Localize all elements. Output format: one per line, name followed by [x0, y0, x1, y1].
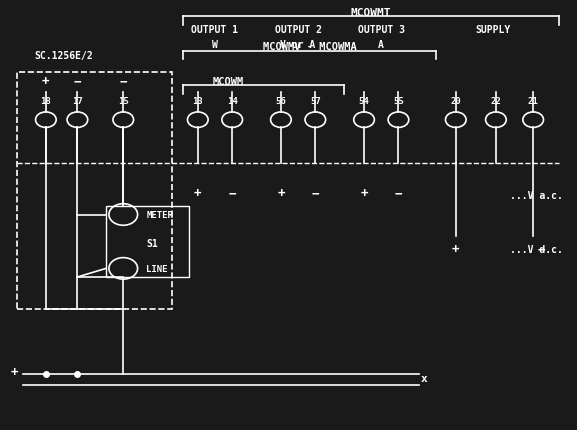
Text: V or A: V or A	[280, 40, 316, 50]
Text: −: −	[119, 75, 127, 88]
Text: +: +	[10, 366, 18, 378]
Text: MCOWM: MCOWM	[212, 77, 243, 87]
Text: MCOWMT: MCOWMT	[351, 8, 391, 18]
Text: 56: 56	[276, 97, 286, 105]
Text: +: +	[194, 187, 201, 200]
Text: x: x	[421, 373, 428, 384]
Text: 20: 20	[451, 97, 461, 105]
Text: 18: 18	[40, 97, 51, 105]
Text: ...V d.c.: ...V d.c.	[510, 244, 563, 255]
Text: +: +	[277, 187, 284, 200]
Text: 54: 54	[359, 97, 369, 105]
Text: 21: 21	[528, 97, 538, 105]
Text: ...V a.c.: ...V a.c.	[510, 190, 563, 201]
Text: OUTPUT 1: OUTPUT 1	[192, 25, 238, 35]
Text: −: −	[538, 243, 545, 256]
Text: W: W	[212, 40, 218, 50]
Text: 14: 14	[227, 97, 238, 105]
Text: METER: METER	[146, 211, 173, 219]
Text: SUPPLY: SUPPLY	[475, 25, 511, 35]
Text: 17: 17	[72, 97, 83, 105]
Text: −: −	[395, 187, 402, 200]
Text: SC.1256E/2: SC.1256E/2	[35, 51, 93, 61]
Text: 22: 22	[490, 97, 501, 105]
Text: −: −	[228, 187, 236, 200]
Text: −: −	[74, 75, 81, 88]
Text: +: +	[360, 187, 368, 200]
Text: 13: 13	[192, 97, 203, 105]
Text: 55: 55	[393, 97, 404, 105]
Text: A: A	[379, 40, 384, 50]
Text: S1: S1	[146, 238, 158, 248]
Text: 57: 57	[310, 97, 321, 105]
Text: OUTPUT 2: OUTPUT 2	[275, 25, 321, 35]
Text: LINE: LINE	[146, 264, 168, 273]
Text: +: +	[452, 243, 459, 256]
Text: −: −	[312, 187, 319, 200]
Text: 15: 15	[118, 97, 129, 105]
Text: MCOWMV - MCOWMA: MCOWMV - MCOWMA	[263, 42, 357, 52]
Text: +: +	[42, 75, 50, 88]
Text: OUTPUT 3: OUTPUT 3	[358, 25, 404, 35]
